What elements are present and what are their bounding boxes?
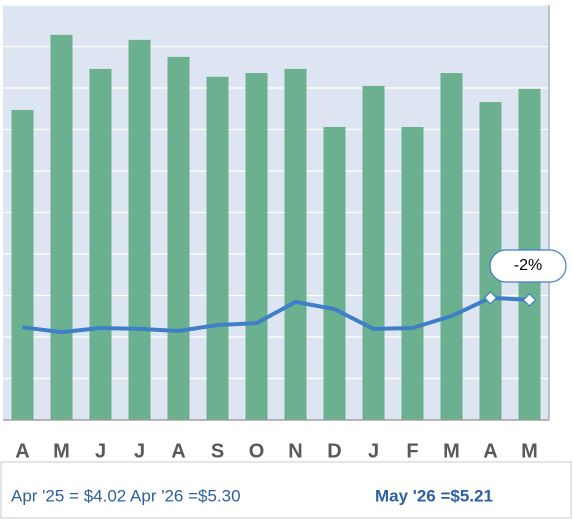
x-tick-label: S [211, 440, 224, 462]
annotation: -2% [514, 257, 542, 274]
x-tick-label: N [288, 440, 302, 462]
bar [323, 127, 346, 420]
bar [167, 56, 190, 420]
x-tick-label: J [134, 440, 145, 462]
x-tick-label: O [249, 440, 265, 462]
callout: -2% [489, 249, 567, 283]
x-tick-label: F [406, 440, 418, 462]
x-tick-label: J [368, 440, 379, 462]
x-tick-label: M [443, 440, 460, 462]
bar [440, 73, 463, 420]
bar [362, 85, 385, 421]
bar [206, 76, 229, 421]
bar [11, 109, 34, 421]
x-tick-label: A [483, 440, 497, 462]
bar [89, 68, 112, 420]
x-tick-label: D [327, 440, 341, 462]
bar [50, 34, 73, 420]
bar [245, 73, 268, 420]
bar [284, 68, 307, 420]
footer-right: May '26 =$5.21 [375, 486, 493, 505]
x-tick-label: A [15, 440, 29, 462]
footer-left: Apr '25 = $4.02 Apr '26 =$5.30 [11, 486, 241, 505]
line [22, 295, 530, 335]
bar [128, 39, 151, 421]
x-tick-label: M [53, 440, 70, 462]
bar [401, 127, 424, 420]
x-tick-label: A [171, 440, 185, 462]
footer-box [0, 461, 572, 519]
point-marker [522, 293, 537, 307]
callout-box [489, 249, 567, 283]
x-tick-label: M [521, 440, 538, 462]
point-marker [483, 290, 498, 305]
x-tick-label: J [95, 440, 106, 462]
